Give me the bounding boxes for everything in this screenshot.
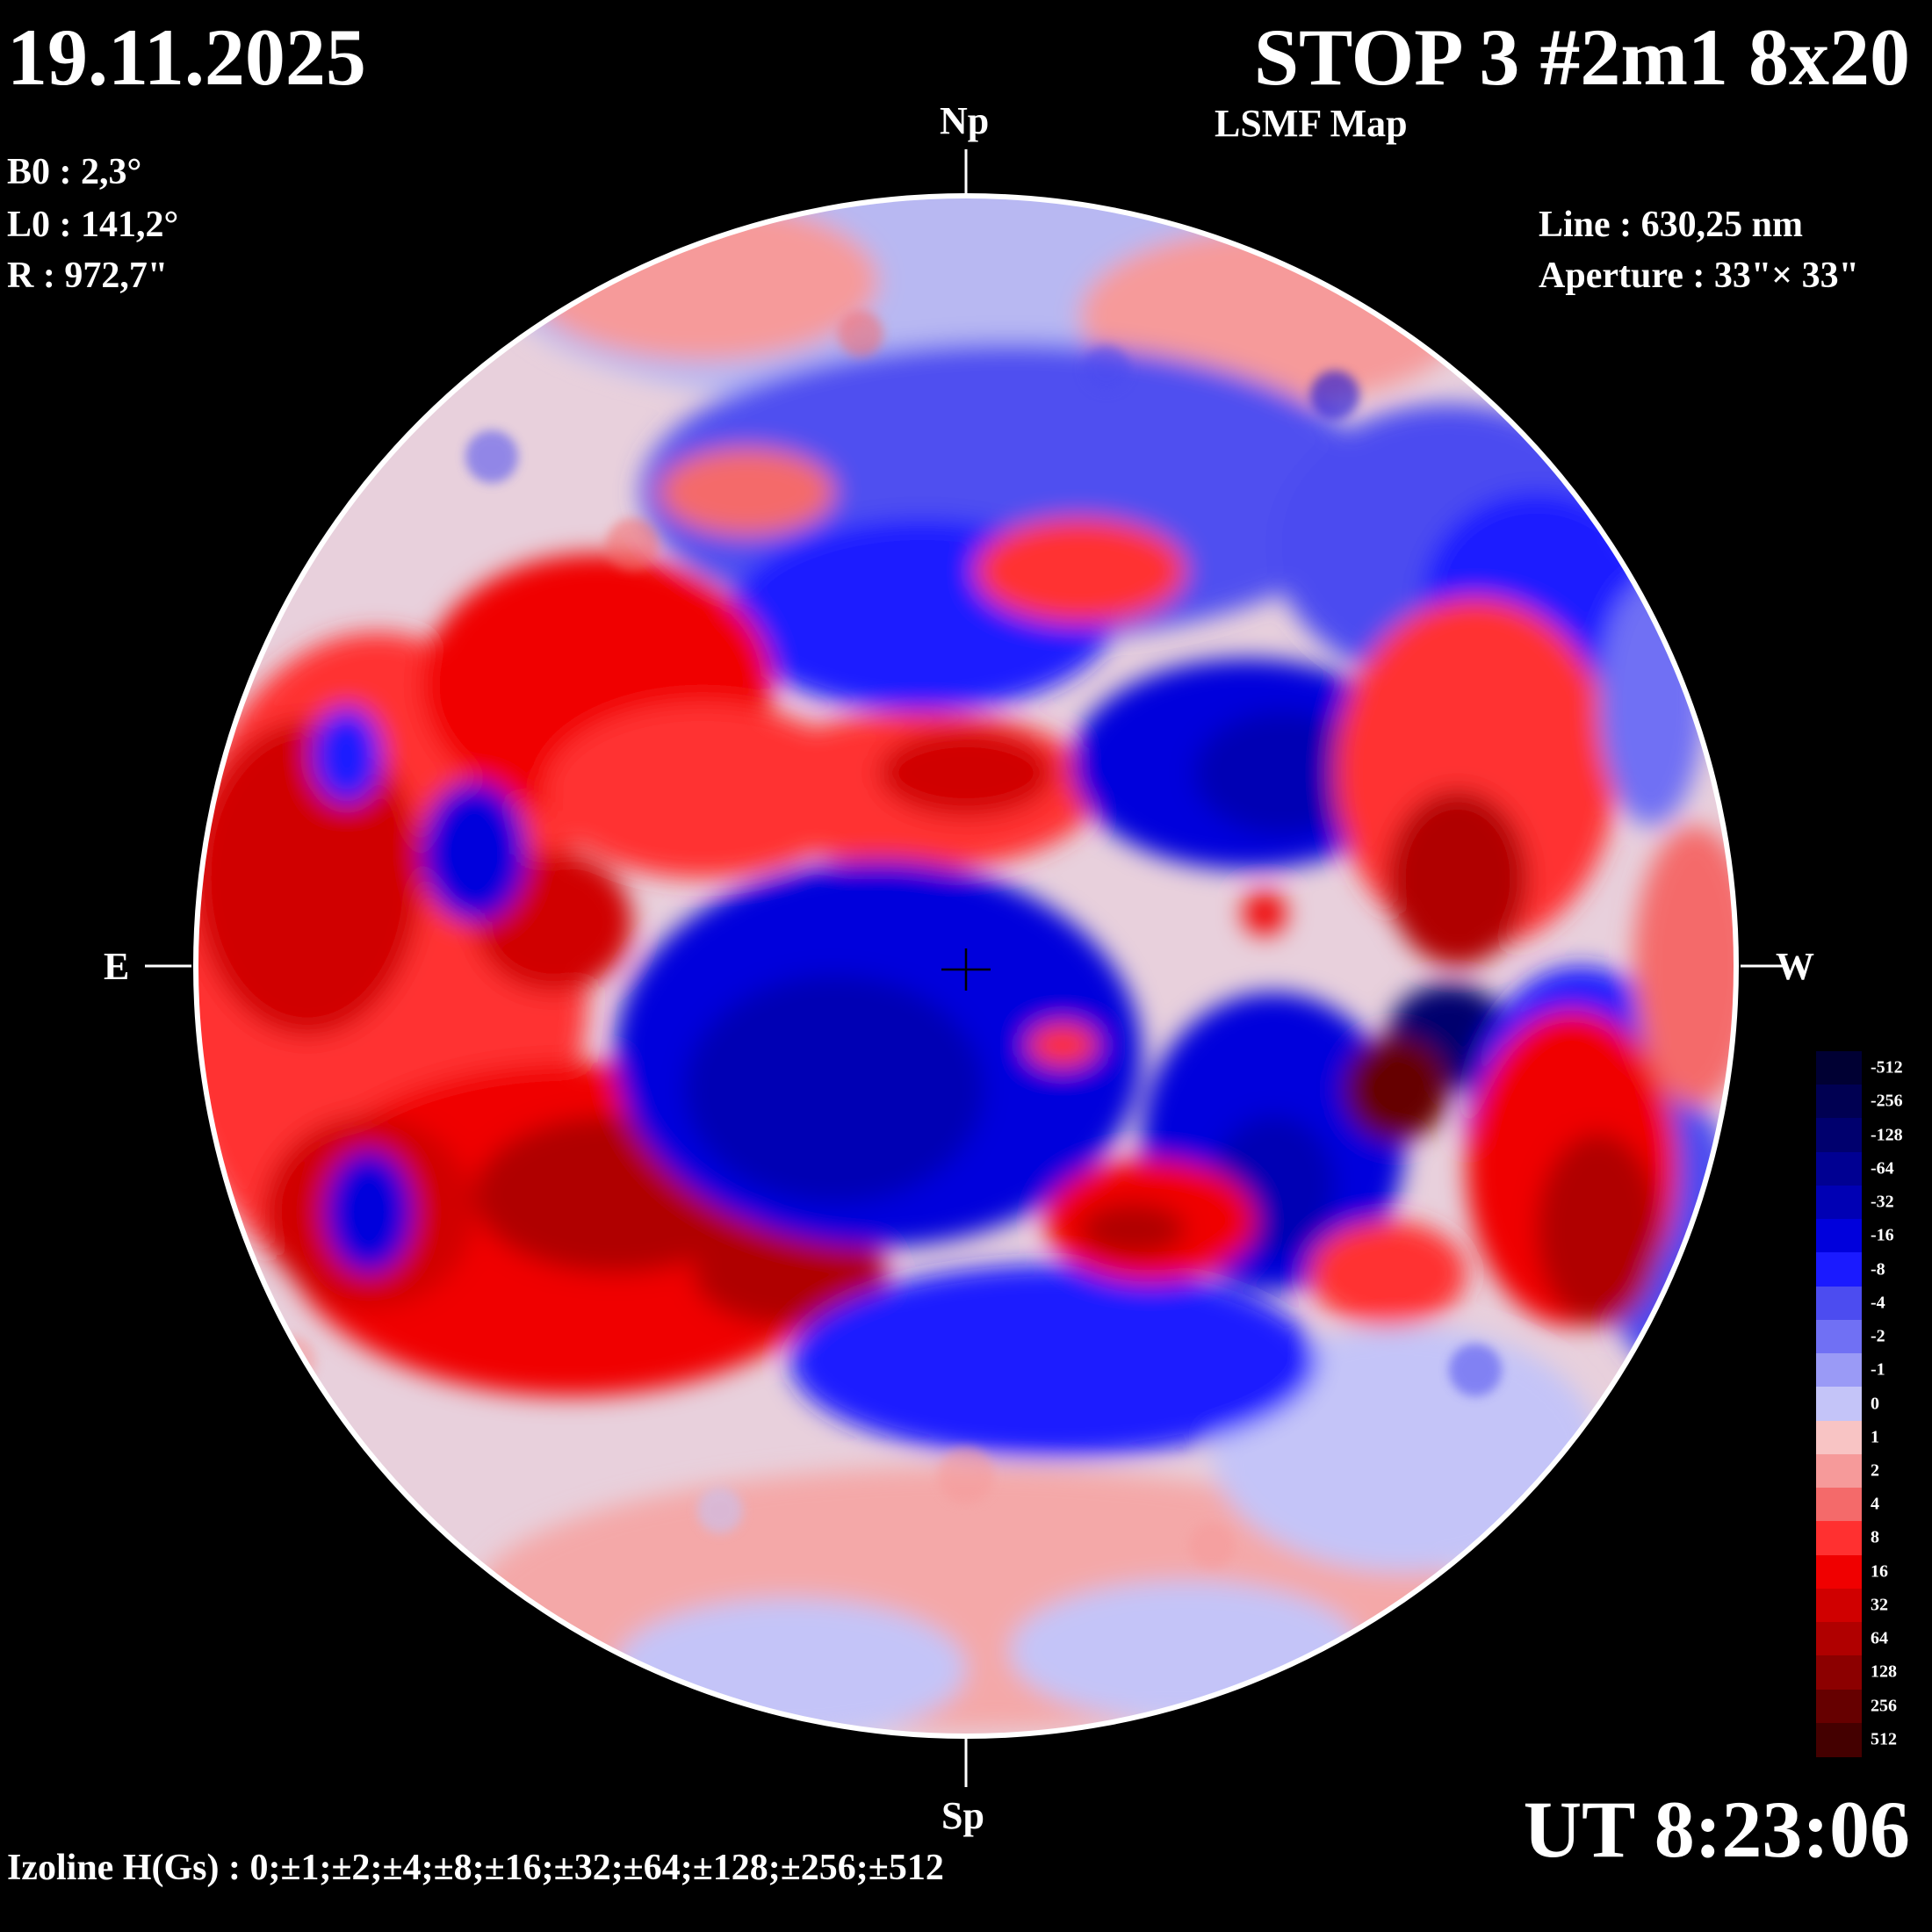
colorbar-label: 0 [1871,1394,1879,1413]
aperture-value: Aperture : 33"× 33" [1539,256,1859,296]
instrument-title: STOP 3 #2m1 8x20 [1253,12,1910,102]
colorbar-segment [1816,1118,1862,1153]
colorbar-segment [1816,1185,1862,1221]
colorbar-label: -256 [1871,1091,1903,1111]
colorbar-label: 4 [1871,1494,1879,1514]
colorbar-label: 32 [1871,1595,1888,1615]
b0-value: B0 : 2,3° [7,152,142,192]
colorbar-label: -64 [1871,1158,1894,1179]
colorbar-segment [1816,1387,1862,1422]
solar-disk [196,196,1736,1736]
spectral-line: Line : 630,25 nm [1539,205,1804,245]
colorbar-label: 1 [1871,1427,1879,1447]
colorbar-label: -8 [1871,1259,1885,1280]
colorbar-segment [1816,1722,1862,1757]
colorbar-segment [1816,1622,1862,1657]
colorbar-segment [1816,1488,1862,1523]
axis-ticks [145,149,1783,1787]
map-subtitle: LSMF Map [1215,102,1408,145]
ut-time: UT 8:23:06 [1523,1784,1910,1874]
colorbar-segment [1816,1521,1862,1556]
observation-date: 19.11.2025 [7,12,366,102]
colorbar-label: -512 [1871,1057,1903,1078]
colorbar-label: 512 [1871,1729,1897,1749]
colorbar-label: -2 [1871,1326,1885,1346]
colorbar-label: 16 [1871,1561,1888,1582]
colorbar-segment [1816,1319,1862,1355]
colorbar-segment [1816,1655,1862,1690]
colorbar-label: 8 [1871,1527,1879,1547]
colorbar-label: -128 [1871,1125,1903,1145]
colorbar-segment [1816,1252,1862,1287]
colorbar-label: 128 [1871,1662,1897,1682]
l0-value: L0 : 141,2° [7,205,179,245]
colorbar-segment [1816,1588,1862,1624]
south-pole-label: Sp [941,1794,984,1837]
colorbar-label: -16 [1871,1225,1894,1245]
radius-value: R : 972,7" [7,256,169,296]
disk-limb [193,193,1739,1739]
north-pole-label: Np [940,99,990,142]
colorbar-segment [1816,1051,1862,1086]
west-label: W [1776,945,1814,988]
colorbar-segment [1816,1219,1862,1254]
center-crosshair [941,948,991,991]
east-label: E [104,945,130,988]
colorbar-segment [1816,1453,1862,1489]
colorbar-segment [1816,1689,1862,1724]
colorbar-label: -4 [1871,1293,1885,1313]
colorbar-label: -32 [1871,1192,1894,1212]
colorbar-label: 2 [1871,1460,1879,1481]
colorbar-segment [1816,1085,1862,1120]
colorbar-segment [1816,1554,1862,1590]
colorbar-label: -1 [1871,1359,1885,1380]
colorbar [1816,1051,1862,1757]
izoline-legend: Izoline H(Gs) : 0;±1;±2;±4;±8;±16;±32;±6… [7,1848,944,1888]
colorbar-label: 64 [1871,1628,1888,1648]
colorbar-segment [1816,1151,1862,1186]
colorbar-label: 256 [1871,1696,1897,1716]
colorbar-segment [1816,1420,1862,1455]
colorbar-segment [1816,1353,1862,1388]
colorbar-segment [1816,1286,1862,1321]
